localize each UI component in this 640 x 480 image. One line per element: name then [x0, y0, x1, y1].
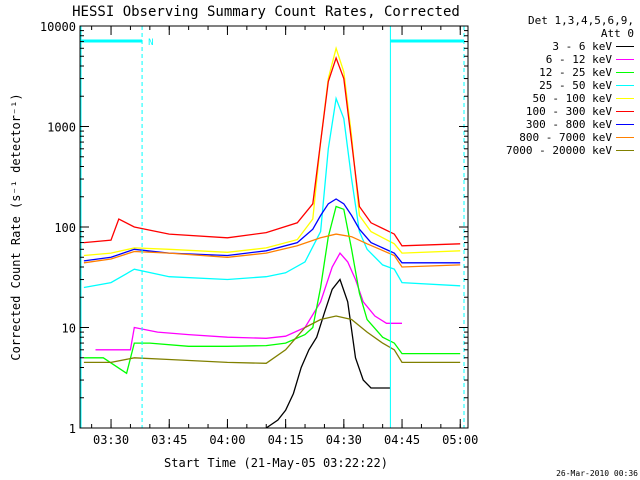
legend-swatch-1: [616, 59, 634, 60]
series-group: [83, 45, 461, 429]
legend-entry-2: 12 - 25 keV: [478, 66, 638, 79]
x-tick-label-0: 03:30: [93, 433, 129, 447]
legend-swatch-3: [616, 85, 634, 86]
series-line-4: [83, 45, 461, 257]
legend-label-5: 100 - 300 keV: [525, 105, 612, 118]
series-line-8: [83, 315, 461, 364]
legend-header-line-1: Det 1,3,4,5,6,9,: [528, 14, 634, 27]
legend-label-1: 6 - 12 keV: [545, 53, 612, 66]
chart-title: HESSI Observing Summary Count Rates, Cor…: [72, 4, 460, 20]
plot-frame: [79, 25, 469, 429]
x-tick-label-3: 04:15: [268, 433, 304, 447]
legend-swatch-8: [616, 150, 634, 151]
y-axis-label: Corrected Count Rate (s⁻¹ detector⁻¹): [9, 93, 23, 360]
legend-entry-7: 800 - 7000 keV: [478, 131, 638, 144]
series-line-2: [83, 205, 461, 375]
legend-label-0: 3 - 6 keV: [552, 40, 612, 53]
legend-entry-5: 100 - 300 keV: [478, 105, 638, 118]
legend-label-4: 50 - 100 keV: [532, 92, 612, 105]
y-tick-label-2: 100: [54, 221, 76, 235]
flag-label: N: [148, 38, 153, 48]
x-tick-label-4: 04:30: [326, 433, 362, 447]
legend-header-line-2: Att 0: [600, 27, 634, 40]
series-line-3: [83, 95, 461, 289]
y-tick-label-1: 10: [62, 322, 76, 336]
x-tick-label-1: 03:45: [151, 433, 187, 447]
legend-label-6: 300 - 800 keV: [525, 118, 612, 131]
series-line-0: [265, 278, 391, 429]
series-line-5: [83, 56, 461, 247]
series-line-1: [95, 251, 402, 351]
y-tick-label-4: 10000: [40, 20, 76, 34]
y-tick-label-3: 1000: [47, 121, 76, 135]
legend-swatch-2: [616, 72, 634, 73]
legend-swatch-0: [616, 46, 634, 47]
series-line-7: [83, 233, 461, 268]
legend-swatch-6: [616, 124, 634, 125]
x-tick-label-6: 05:00: [442, 433, 478, 447]
legend-entry-3: 25 - 50 keV: [478, 79, 638, 92]
legend-entry-1: 6 - 12 keV: [478, 53, 638, 66]
legend-swatch-5: [616, 111, 634, 112]
legend-label-3: 25 - 50 keV: [539, 79, 612, 92]
x-tick-label-5: 04:45: [384, 433, 420, 447]
y-tick-label-0: 1: [69, 422, 76, 436]
legend-label-2: 12 - 25 keV: [539, 66, 612, 79]
legend-label-8: 7000 - 20000 keV: [506, 144, 612, 157]
x-tick-label-2: 04:00: [209, 433, 245, 447]
legend-entry-6: 300 - 800 keV: [478, 118, 638, 131]
x-axis-label: Start Time (21-May-05 03:22:22): [164, 456, 388, 470]
legend: Det 1,3,4,5,6,9, Att 0 3 - 6 keV 6 - 12 k…: [478, 14, 638, 157]
legend-entry-0: 3 - 6 keV: [478, 40, 638, 53]
legend-entry-8: 7000 - 20000 keV: [478, 144, 638, 157]
legend-swatch-4: [616, 98, 634, 99]
legend-entry-4: 50 - 100 keV: [478, 92, 638, 105]
legend-swatch-7: [616, 137, 634, 138]
timestamp-stamp: 26-Mar-2010 00:36: [556, 469, 638, 478]
legend-label-7: 800 - 7000 keV: [519, 131, 612, 144]
